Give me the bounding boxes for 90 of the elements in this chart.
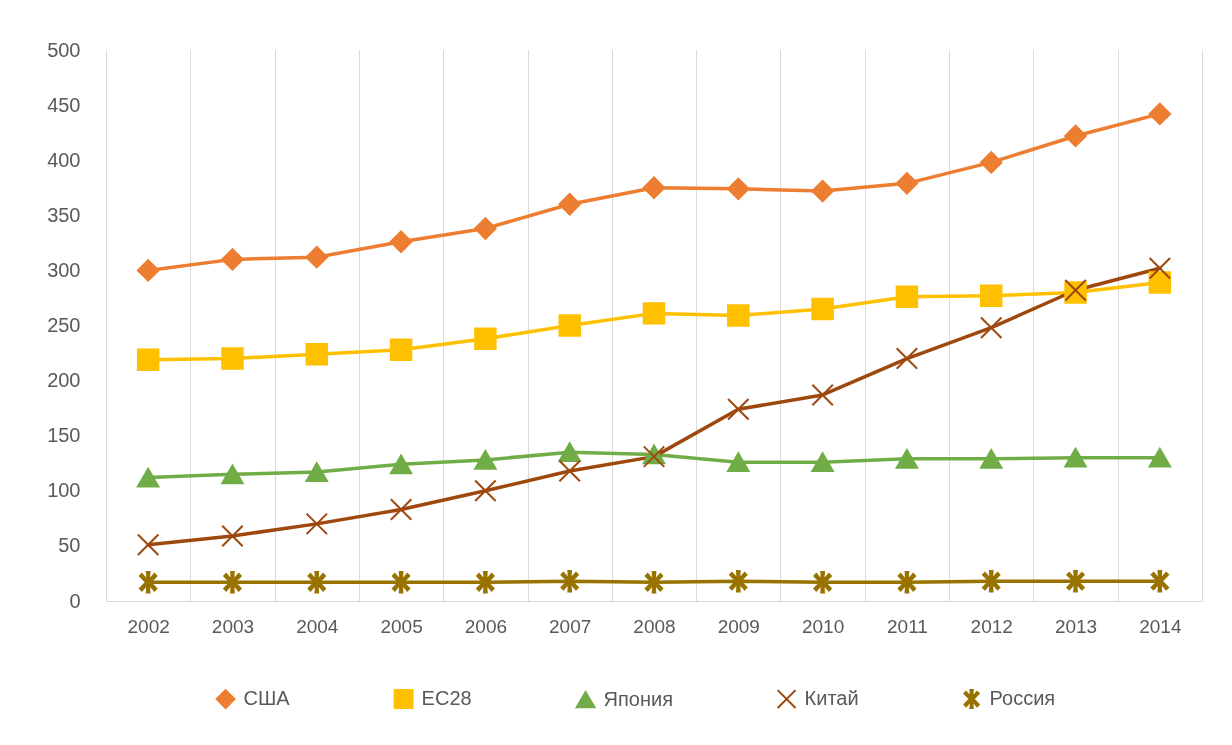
point — [811, 297, 834, 321]
point — [1064, 447, 1087, 468]
point — [305, 462, 329, 482]
x-tick-label: 2014 — [1139, 615, 1182, 637]
point — [138, 571, 158, 594]
legend-label: Япония — [603, 687, 674, 710]
point — [895, 172, 919, 195]
point — [1148, 256, 1172, 280]
y-tick-label: 450 — [47, 93, 81, 116]
x-tick-label: 2006 — [464, 615, 508, 637]
point — [895, 347, 919, 370]
point — [389, 338, 413, 361]
point — [305, 245, 329, 269]
point — [223, 571, 242, 594]
point — [982, 569, 1001, 593]
point — [979, 284, 1003, 307]
x-tick-label: 2008 — [633, 615, 676, 637]
point — [221, 347, 244, 370]
point — [474, 217, 497, 240]
point — [391, 571, 411, 594]
point — [1148, 271, 1172, 294]
x-tick-label: 2010 — [801, 615, 845, 637]
y-tick-label: 50 — [58, 534, 81, 557]
x-tick-label: 2002 — [127, 615, 170, 637]
point — [1150, 569, 1170, 593]
point — [979, 316, 1003, 339]
y-tick-label: 350 — [47, 203, 81, 226]
x-tick-label: 2013 — [1054, 615, 1098, 637]
point — [389, 230, 413, 253]
x-tick-label: 2011 — [886, 615, 928, 637]
point — [644, 571, 664, 594]
point — [642, 176, 666, 199]
point — [476, 571, 495, 594]
point — [979, 151, 1003, 174]
point — [558, 459, 581, 483]
point — [474, 450, 497, 470]
point — [307, 571, 326, 594]
point — [1064, 124, 1087, 148]
legend-label: Россия — [989, 687, 1056, 710]
point — [389, 454, 413, 475]
y-tick-label: 400 — [47, 148, 81, 171]
point — [136, 259, 160, 282]
y-tick-label: 200 — [47, 369, 81, 392]
point — [727, 452, 750, 473]
point — [221, 464, 244, 485]
point — [979, 448, 1003, 469]
point — [389, 498, 413, 521]
x-tick-label: 2005 — [380, 615, 423, 637]
point — [1148, 102, 1172, 126]
point — [558, 314, 581, 337]
y-tick-label: 300 — [47, 258, 81, 281]
point — [895, 448, 919, 469]
y-tick-label: 100 — [47, 479, 81, 502]
point — [1066, 569, 1085, 593]
point — [136, 533, 160, 557]
point — [729, 569, 748, 593]
x-tick-label: 2003 — [211, 615, 255, 637]
point — [474, 327, 497, 350]
y-tick-label: 250 — [47, 314, 81, 336]
point — [221, 524, 244, 548]
point — [895, 285, 919, 309]
x-tick-label: 2009 — [717, 615, 760, 637]
point — [558, 193, 581, 216]
y-tick-label: 150 — [47, 424, 81, 447]
point — [897, 571, 917, 594]
point — [642, 302, 666, 325]
y-tick-label: 500 — [47, 38, 81, 61]
point — [813, 571, 832, 594]
point — [811, 179, 834, 203]
legend-label: ЕС28 — [421, 687, 472, 710]
point — [727, 177, 750, 201]
point — [727, 304, 750, 327]
point — [136, 348, 160, 371]
legend-label: США — [243, 687, 291, 710]
x-tick-label: 2012 — [970, 615, 1013, 637]
point — [305, 512, 329, 536]
point — [727, 398, 750, 421]
point — [811, 452, 834, 473]
point — [136, 467, 160, 488]
point — [474, 479, 497, 503]
x-tick-label: 2004 — [296, 615, 339, 637]
legend-label: Китай — [804, 687, 859, 710]
point — [305, 342, 329, 366]
point — [560, 569, 579, 593]
point — [221, 248, 244, 271]
x-tick-label: 2007 — [549, 615, 592, 637]
point — [811, 383, 834, 407]
point — [1148, 447, 1172, 468]
point — [558, 442, 581, 463]
y-tick-label: 0 — [69, 589, 81, 612]
